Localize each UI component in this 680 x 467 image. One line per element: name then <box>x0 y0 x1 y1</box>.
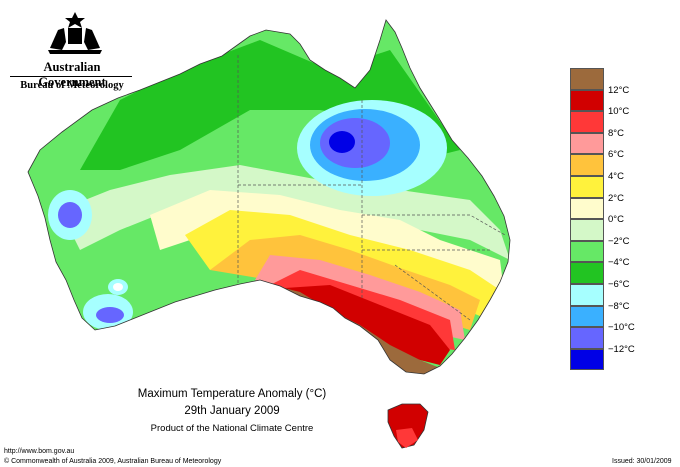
legend-label: −10°C <box>608 322 635 334</box>
legend-swatch <box>570 305 604 328</box>
footer-copyright: © Commonwealth of Australia 2009, Austra… <box>4 458 222 465</box>
legend-label: −2°C <box>608 235 630 247</box>
legend-label: −8°C <box>608 300 630 312</box>
legend-label: 6°C <box>608 149 624 161</box>
government-name: Australian Government <box>38 60 106 89</box>
footer-url[interactable]: http://www.bom.gov.au <box>4 448 75 455</box>
bureau-name: Bureau of Meteorology <box>20 80 124 91</box>
legend-label: −12°C <box>608 343 635 355</box>
footer-issued: Issued: 30/01/2009 <box>612 458 672 465</box>
legend-swatch <box>570 132 604 155</box>
legend-swatch <box>570 89 604 112</box>
legend-label: −6°C <box>608 279 630 290</box>
agency-divider <box>10 76 132 77</box>
tasmania-south <box>396 428 418 448</box>
legend-label: 0°C <box>608 214 624 226</box>
coat-of-arms-icon <box>48 12 102 54</box>
legend-swatch <box>570 154 604 176</box>
legend-label: 12°C <box>608 84 630 96</box>
legend-swatch <box>570 348 604 371</box>
legend-label: 8°C <box>608 127 624 139</box>
legend-swatch <box>570 219 604 241</box>
legend-swatch <box>570 197 604 220</box>
map-title: Maximum Temperature Anomaly (°C) <box>137 388 327 400</box>
mainland-outline <box>27 19 511 375</box>
product-credit: Product of the National Climate Centre <box>150 423 314 434</box>
legend-label: 4°C <box>608 171 624 182</box>
color-legend <box>570 68 604 371</box>
legend-swatch <box>570 283 604 306</box>
legend-swatch <box>570 240 604 263</box>
legend-label: 2°C <box>608 192 624 204</box>
legend-label: 10°C <box>608 106 630 118</box>
legend-swatch <box>570 175 604 198</box>
legend-swatch <box>570 262 604 284</box>
legend-swatch <box>570 111 604 133</box>
legend-swatch <box>570 68 604 90</box>
legend-swatch <box>570 327 604 349</box>
legend-label: −4°C <box>608 257 630 269</box>
map-date: 29th January 2009 <box>184 405 280 417</box>
state-borders <box>237 55 506 321</box>
